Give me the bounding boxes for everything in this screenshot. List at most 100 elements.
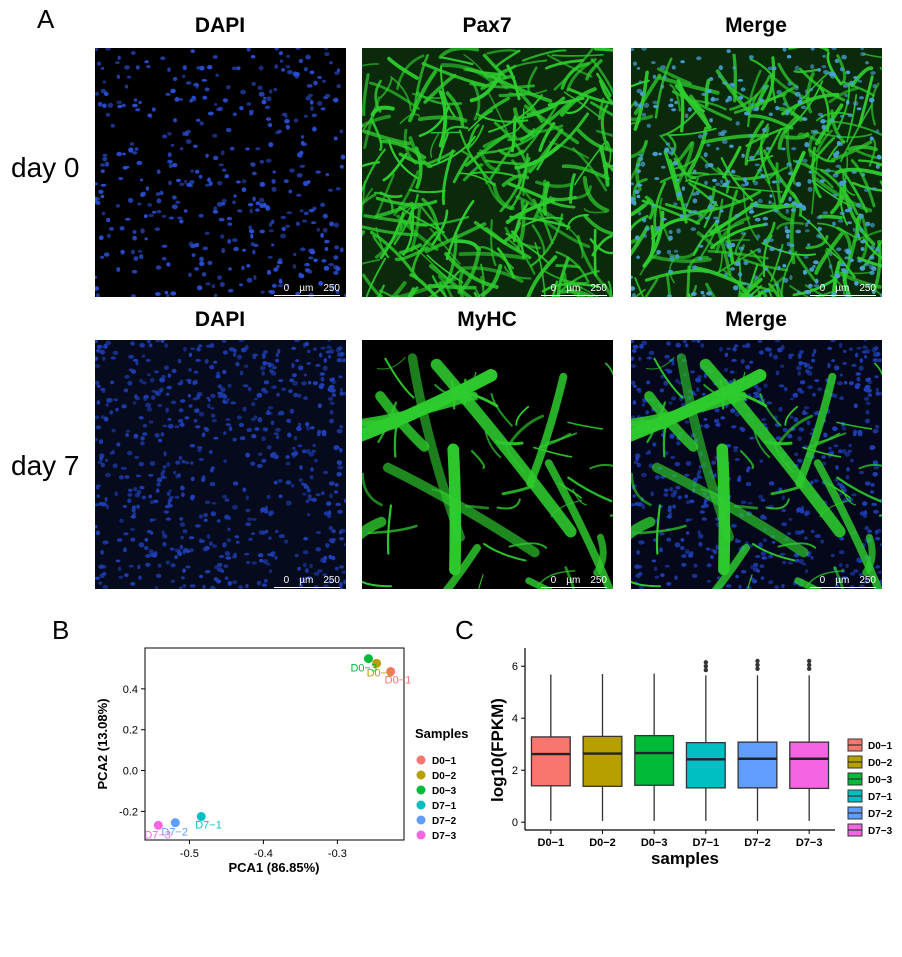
nucleus — [216, 519, 221, 523]
nucleus — [292, 264, 297, 269]
nucleus — [281, 387, 287, 392]
nucleus — [785, 112, 790, 116]
nucleus — [197, 393, 201, 397]
nucleus — [761, 556, 768, 560]
cell-fiber — [850, 159, 876, 208]
cell-fiber — [740, 293, 749, 297]
cell-fiber — [804, 284, 825, 297]
cell-fiber — [817, 234, 856, 280]
nucleus — [117, 55, 121, 60]
cell-fiber — [797, 132, 822, 144]
nucleus — [810, 131, 817, 135]
nucleus — [233, 246, 239, 252]
nucleus — [634, 189, 640, 194]
cell-fiber — [567, 87, 613, 106]
nucleus — [695, 190, 700, 196]
nucleus — [706, 88, 712, 94]
cell-fiber — [421, 62, 486, 87]
nucleus — [150, 377, 155, 383]
cell-fiber — [445, 91, 465, 128]
nucleus — [152, 210, 157, 214]
nucleus — [306, 362, 311, 365]
cell-fiber — [514, 145, 560, 170]
nucleus — [124, 65, 130, 70]
cell-fiber — [572, 147, 608, 192]
nucleus — [875, 565, 880, 569]
nucleus — [247, 203, 254, 207]
nucleus — [758, 350, 764, 355]
cell-fiber — [439, 281, 448, 297]
nucleus — [726, 243, 732, 249]
cell-fiber — [442, 544, 481, 589]
nucleus — [207, 177, 211, 183]
nucleus — [314, 458, 318, 463]
nucleus — [292, 380, 298, 386]
nucleus — [814, 278, 819, 284]
nucleus — [752, 579, 758, 584]
nucleus — [141, 191, 146, 197]
cell-fiber — [609, 514, 613, 517]
nucleus — [760, 498, 766, 502]
nucleus — [870, 222, 875, 228]
cell-fiber — [604, 362, 613, 376]
nucleus — [157, 404, 163, 407]
cell-fiber — [478, 149, 501, 172]
nucleus — [110, 123, 115, 128]
cell-fiber — [631, 120, 641, 125]
nucleus — [876, 352, 881, 356]
nucleus — [198, 213, 204, 218]
nucleus — [242, 248, 247, 252]
nucleus — [764, 267, 768, 271]
nucleus — [788, 196, 792, 202]
nucleus — [335, 502, 342, 506]
nucleus — [249, 208, 253, 214]
nucleus — [689, 499, 695, 504]
nucleus — [310, 106, 314, 111]
nucleus — [680, 60, 685, 64]
cell-fiber — [379, 191, 403, 198]
cell-fiber — [646, 356, 675, 370]
nucleus — [128, 564, 134, 568]
nucleus — [730, 524, 737, 528]
nucleus — [336, 429, 343, 434]
nucleus — [119, 226, 125, 231]
nucleus — [106, 217, 111, 223]
nucleus — [837, 219, 844, 223]
nucleus — [201, 477, 206, 482]
nucleus — [154, 227, 161, 232]
nucleus — [749, 155, 755, 161]
cell-fiber — [688, 284, 697, 297]
nucleus — [781, 583, 785, 589]
nucleus — [146, 65, 151, 69]
nucleus — [227, 580, 232, 586]
cell-fiber — [589, 463, 613, 470]
nucleus — [719, 209, 724, 213]
nucleus — [248, 537, 253, 541]
nucleus — [303, 563, 307, 568]
nucleus — [762, 127, 768, 133]
nucleus — [849, 258, 854, 263]
nucleus — [181, 492, 185, 497]
nucleus — [143, 214, 148, 219]
nucleus — [265, 205, 271, 211]
nucleus — [208, 541, 213, 546]
nucleus — [130, 341, 135, 346]
nucleus — [193, 418, 198, 423]
nucleus — [834, 272, 838, 278]
nucleus — [261, 387, 267, 391]
nucleus — [654, 475, 660, 480]
nucleus — [680, 538, 685, 542]
outlier-point — [806, 658, 812, 664]
nucleus — [172, 195, 177, 200]
nucleus — [300, 482, 305, 486]
nucleus — [102, 356, 106, 361]
nucleus — [712, 178, 717, 183]
nucleus — [238, 422, 245, 428]
nucleus — [631, 503, 636, 507]
nucleus — [166, 262, 171, 267]
nucleus — [673, 202, 678, 206]
nucleus — [711, 200, 717, 204]
nucleus — [262, 558, 268, 565]
nucleus — [760, 175, 765, 179]
cell-fiber — [460, 149, 489, 185]
